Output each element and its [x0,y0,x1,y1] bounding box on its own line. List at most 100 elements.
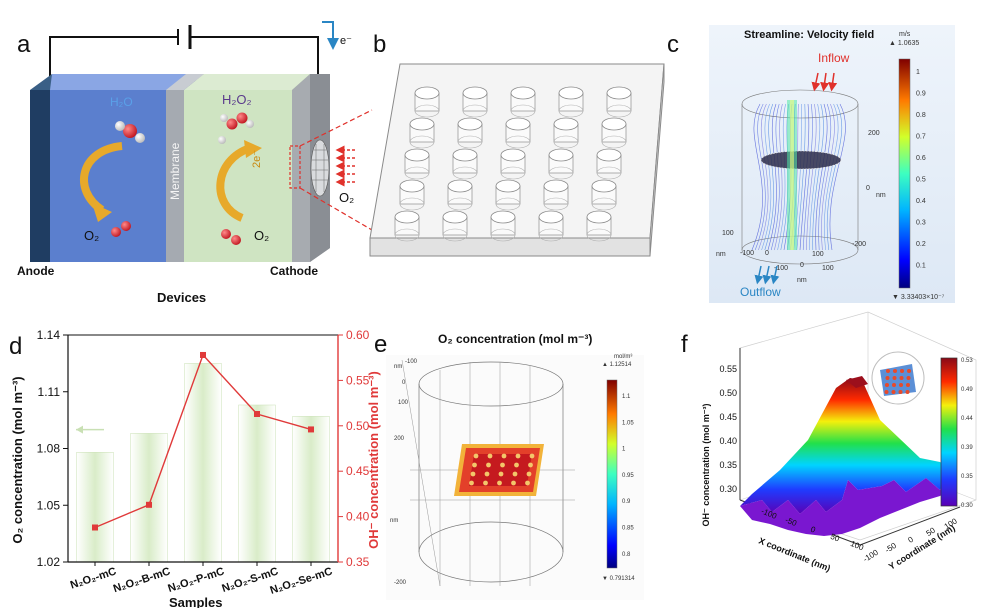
chart-d-ytick: 1.14 [37,328,61,342]
c-axis-label: 200 [868,130,880,137]
chart-d-xtick: N₂O₂-mC [69,565,118,591]
e-pillar-dot [487,453,493,459]
oh-point [92,524,98,531]
chart-d-ytick-right: 0.55 [346,373,370,387]
f-inset-dot [891,390,896,394]
e-pillar-dot [470,471,476,477]
c-axis-label: 0 [866,185,870,192]
e-pillar-dot [500,462,505,468]
streamline [829,103,846,251]
oh-colorbar-tick: 0.49 [961,387,973,393]
f-inset-dot [900,369,904,373]
o2-bar [76,452,114,563]
e-pillar-dot [498,471,504,477]
o2-bar [238,404,276,563]
velocity-colorbar-tick: 0.1 [916,263,926,270]
f-inset-dot [906,376,911,380]
chart-d-ytick-right: 0.60 [346,328,370,342]
f-inset-dot [892,376,897,380]
oh-surface-ytick2: -100 [861,548,880,564]
devices-caption: Devices [157,290,206,305]
chart-d-ytick-right: 0.40 [346,510,370,524]
chart-d-ytick: 1.08 [37,442,61,456]
chart-d-ytick-right: 0.50 [346,419,370,433]
velocity-colorbar-tick: 0.3 [916,220,926,227]
o2-colorbar-tick: 1.05 [622,420,634,426]
c-axis-label: nm [797,277,807,284]
outflow-label: Outflow [740,285,781,299]
f-inset-dot [905,390,910,394]
e-axis-label: -200 [394,580,407,586]
o2-bar [184,363,222,563]
c-axis-label: -200 [852,241,866,248]
e-pillar-dot [472,462,477,468]
chart-d-ytick: 1.02 [37,555,61,569]
velocity-colorbar-tick: 1 [916,69,920,76]
chart-d: 1.02 1.05 1.08 1.11 1.14 0.35 0.40 0.45 0.50 0.55… [37,328,370,597]
oh-surface-ytick2: 0 [906,535,915,545]
f-inset-dot [892,383,896,387]
o2-colorbar-tick: 0.8 [622,552,631,558]
o2-right-label: O₂ [339,190,354,205]
panel-b-pillar-array [369,63,665,257]
electron-label: e⁻ [340,35,352,47]
e-axis-label: nm [394,364,402,370]
f-inset-dot [885,383,889,387]
velocity-colorbar-tick: 0.2 [916,241,926,248]
e-pillar-dot [526,471,532,477]
oh-colorbar-tick: 0.53 [961,358,973,364]
e-pillar-dot [525,480,530,486]
panel-letter-b: b [373,31,387,58]
chart-d-ytick-right: 0.35 [346,555,370,569]
velocity-colorbar-tick: 0.5 [916,177,926,184]
e-pillar-dot [529,453,535,459]
c-axis-label: nm [876,192,886,199]
panel-a-device [30,21,373,262]
oh-surface-ytick: 0.55 [719,364,737,374]
f-inset-dot [906,383,910,387]
panel-c-velocity-field [709,25,955,303]
c-axis-label: 0 [800,262,804,269]
c-axis-label: 100 [722,230,734,237]
o2-map-unit: mol/m³ [614,354,632,360]
velocity-min-label: ▼ 3.33403×10⁻⁷ [892,294,945,301]
oh-surface-xlabel2: Y coordinate (nm) [887,523,957,572]
f-inset-dot [886,369,890,373]
oh-surface-xtick: -50 [784,515,799,528]
e-pillar-dot [501,453,507,459]
chart-d-xtick: N₂O₂-P-mC [166,565,226,595]
oh-surface-xtick: 50 [829,532,841,544]
chart-d-ylabel: O₂ concentration (mol m⁻³) [10,376,25,543]
velocity-colorbar-tick: 0.4 [916,198,926,205]
f-inset-dot [898,390,903,394]
peroxide-label: H₂O₂ [222,92,252,107]
o2-map-title: O₂ concentration (mol m⁻³) [438,332,592,346]
c-axis-label: 0 [765,250,769,257]
chart-d-xtick: N₂O₂-B-mC [112,565,172,595]
panel-letter-c: c [667,31,679,58]
velocity-colorbar-tick: 0.7 [916,134,926,141]
oh-surface-ytick: 0.45 [719,412,737,422]
f-inset-dot [885,376,890,380]
water-label: H₂O [110,95,133,109]
e-pillar-dot [497,480,502,486]
velocity-title: Streamline: Velocity field [744,29,874,41]
e-axis-label: -100 [405,359,418,365]
chart-d-ytick-right: 0.45 [346,464,370,478]
oh-point [308,426,314,433]
f-inset-dot [884,390,889,394]
two-electron-label: 2e⁻ [251,150,263,168]
velocity-colorbar-tick: 0.9 [916,91,926,98]
e-axis-label: 200 [394,436,405,442]
e-pillar-dot [515,453,521,459]
chart-d-ylabel-right: OH⁻ concentration (mol m⁻³) [366,371,381,549]
oh-point [200,351,206,358]
oh-colorbar-tick: 0.39 [961,445,973,451]
chart-d-xtick: N₂O₂-Se-mC [269,565,334,596]
panel-letter-e: e [374,331,388,358]
anode-label: Anode [17,264,55,278]
inflow-label: Inflow [818,51,850,65]
oh-surface-ytick: 0.40 [719,436,737,446]
e-pillar-dot [473,453,479,459]
oh-surface-xlabel: X coordinate (nm) [757,536,832,574]
